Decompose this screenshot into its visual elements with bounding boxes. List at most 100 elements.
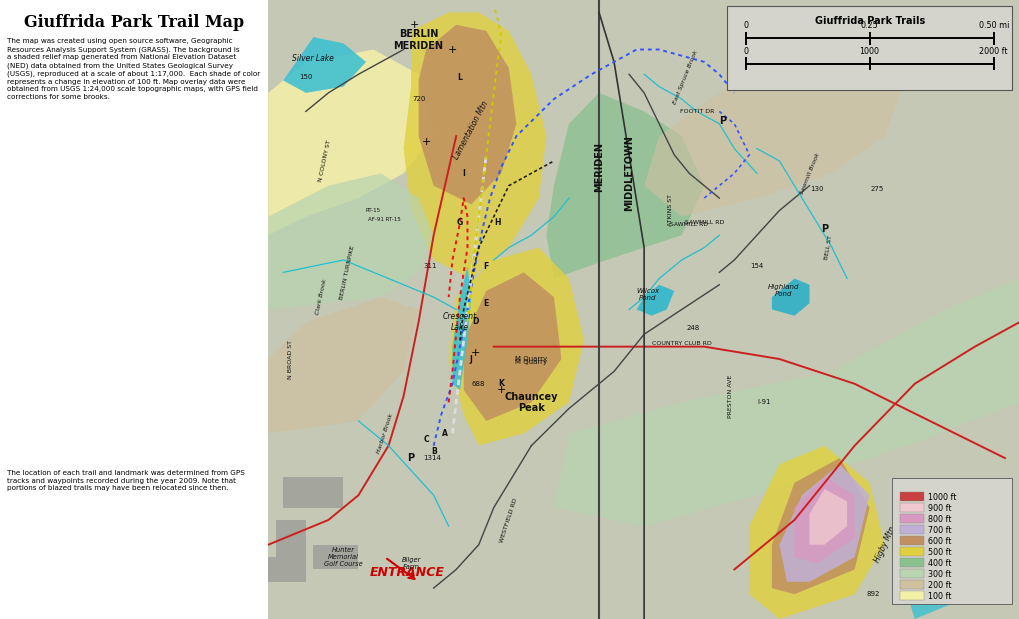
Text: MIDDLETOWN: MIDDLETOWN	[624, 136, 634, 211]
Text: 500 ft: 500 ft	[927, 548, 951, 556]
Text: 300 ft: 300 ft	[927, 569, 951, 579]
Text: M Quarry: M Quarry	[515, 356, 547, 362]
Text: 154: 154	[750, 263, 763, 269]
Bar	[899, 581, 923, 589]
Text: Highland
Pond: Highland Pond	[766, 284, 798, 298]
Text: P: P	[408, 453, 415, 463]
Polygon shape	[283, 37, 366, 93]
Polygon shape	[809, 489, 846, 545]
Text: N COLONY ST: N COLONY ST	[318, 139, 331, 183]
Text: Wilcox
Pond: Wilcox Pond	[636, 287, 659, 301]
Text: 150: 150	[299, 74, 312, 80]
Text: Higby Mtn: Higby Mtn	[871, 525, 896, 565]
Polygon shape	[906, 557, 981, 619]
Text: 248: 248	[686, 325, 699, 331]
Text: Giuffrida Park Trails: Giuffrida Park Trails	[814, 16, 924, 26]
Polygon shape	[418, 25, 516, 204]
Text: WESTFIELD RD: WESTFIELD RD	[498, 497, 518, 543]
Text: 2000 ft: 2000 ft	[978, 46, 1007, 56]
Bar	[313, 545, 358, 569]
Polygon shape	[464, 272, 560, 421]
Bar	[899, 503, 923, 513]
Bar	[899, 591, 923, 600]
Text: Bilger
Farm: Bilger Farm	[401, 556, 421, 570]
Text: The location of each trail and landmark was determined from GPS
tracks and waypo: The location of each trail and landmark …	[7, 470, 245, 491]
Text: 200 ft: 200 ft	[927, 581, 951, 590]
Bar	[899, 558, 923, 568]
Text: COUNTRY CLUB RD: COUNTRY CLUB RD	[651, 341, 711, 346]
Text: +: +	[410, 20, 419, 30]
Text: F: F	[483, 262, 488, 271]
Text: PRESTON AVE: PRESTON AVE	[728, 374, 733, 418]
Text: +: +	[421, 137, 430, 147]
Text: 900 ft: 900 ft	[927, 504, 951, 513]
Bar	[283, 477, 343, 508]
Polygon shape	[268, 297, 418, 433]
Polygon shape	[636, 285, 674, 316]
Text: Adder
Reservoir: Adder Reservoir	[913, 578, 945, 592]
Text: Lamentation Mtn: Lamentation Mtn	[451, 99, 490, 161]
Polygon shape	[779, 464, 869, 582]
Polygon shape	[771, 279, 809, 316]
Text: A: A	[441, 429, 447, 438]
Bar	[899, 547, 923, 556]
Text: N BROAD ST: N BROAD ST	[288, 339, 293, 379]
Text: 600 ft: 600 ft	[927, 537, 951, 546]
Text: H: H	[494, 219, 500, 227]
Text: Crescent
Lake: Crescent Lake	[442, 312, 477, 332]
Text: 1314: 1314	[423, 455, 440, 461]
Text: 1000 ft: 1000 ft	[927, 493, 956, 501]
Polygon shape	[749, 446, 883, 619]
Text: 0: 0	[743, 46, 747, 56]
Polygon shape	[553, 279, 1019, 526]
Text: Chauncey
Peak: Chauncey Peak	[504, 392, 557, 413]
Text: B: B	[430, 448, 436, 456]
Text: D: D	[472, 318, 478, 326]
Bar	[892, 478, 1012, 604]
Text: AF-91 RT-15: AF-91 RT-15	[368, 217, 400, 222]
Text: P: P	[820, 224, 827, 234]
Text: BELL ST: BELL ST	[823, 235, 833, 260]
Text: 100 ft: 100 ft	[927, 592, 951, 601]
Text: Giuffrida Park Trail Map: Giuffrida Park Trail Map	[24, 14, 244, 30]
Text: Harbor Brook: Harbor Brook	[376, 412, 393, 454]
Text: 130: 130	[809, 186, 823, 192]
Text: FOOTIT DR: FOOTIT DR	[679, 109, 713, 114]
Polygon shape	[404, 12, 546, 279]
Text: Clark Brook: Clark Brook	[314, 279, 327, 316]
Text: 0: 0	[743, 21, 747, 30]
Polygon shape	[771, 458, 869, 594]
Text: E: E	[483, 299, 488, 308]
Text: 700 ft: 700 ft	[927, 526, 951, 535]
Text: M Quarry: M Quarry	[515, 359, 547, 365]
Bar	[899, 536, 923, 545]
Text: Hunter
Memorial
Golf Course: Hunter Memorial Golf Course	[324, 547, 363, 567]
Text: SAWMILL RD: SAWMILL RD	[669, 222, 707, 227]
Bar	[899, 526, 923, 534]
Polygon shape	[268, 50, 433, 235]
Text: +: +	[447, 45, 457, 54]
Text: K: K	[498, 379, 503, 388]
Polygon shape	[644, 31, 906, 217]
Text: RT-15: RT-15	[366, 208, 381, 213]
Text: MERIDEN: MERIDEN	[593, 142, 603, 192]
Text: +: +	[496, 385, 505, 395]
Text: Sawmill Brook: Sawmill Brook	[798, 152, 819, 195]
Text: 1000: 1000	[859, 46, 878, 56]
Text: BERLIN TURNPIKE: BERLIN TURNPIKE	[338, 245, 355, 300]
Text: ENTRANCE: ENTRANCE	[370, 566, 444, 579]
Text: 275: 275	[869, 186, 882, 192]
Bar	[899, 569, 923, 578]
Text: SAWMILL RD: SAWMILL RD	[684, 220, 723, 225]
Text: C: C	[423, 435, 429, 444]
Text: 892: 892	[866, 591, 879, 597]
Bar	[899, 514, 923, 523]
Text: 800 ft: 800 ft	[927, 514, 951, 524]
Polygon shape	[794, 477, 854, 563]
Polygon shape	[546, 93, 703, 279]
Text: BERLIN
MERIDEN: BERLIN MERIDEN	[393, 30, 443, 51]
Bar	[268, 557, 306, 582]
Text: The map was created using open source software, Geographic
Resources Analysis Su: The map was created using open source so…	[7, 38, 260, 100]
Text: Silver Lake: Silver Lake	[292, 54, 334, 63]
Bar	[727, 6, 1012, 90]
